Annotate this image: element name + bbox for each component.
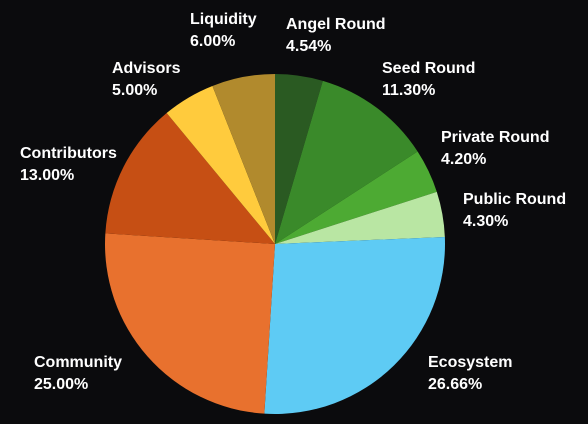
pie-slice-advisors	[166, 85, 275, 244]
slice-label-community: Community 25.00%	[34, 352, 122, 396]
slice-label-private-round: Private Round 4.20%	[441, 127, 549, 171]
pie-slice-private-round	[275, 151, 437, 244]
pie-slice-seed-round	[275, 80, 418, 245]
slice-name: Contributors	[20, 145, 117, 162]
slice-label-seed-round: Seed Round 11.30%	[382, 58, 475, 102]
slice-label-liquidity: Liquidity 6.00%	[190, 9, 257, 53]
slice-value: 13.00%	[20, 167, 75, 184]
slice-label-contributors: Contributors 13.00%	[20, 143, 117, 187]
slice-name: Community	[34, 354, 122, 371]
pie-slice-ecosystem	[264, 236, 445, 414]
slice-name: Ecosystem	[428, 354, 513, 371]
pie-slice-contributors	[105, 113, 275, 244]
slice-value: 11.30%	[382, 82, 436, 99]
slice-value: 4.30%	[463, 213, 509, 230]
slice-name: Liquidity	[190, 11, 257, 28]
slice-name: Angel Round	[286, 16, 386, 33]
slice-label-public-round: Public Round 4.30%	[463, 189, 566, 233]
slice-value: 4.54%	[286, 38, 332, 55]
slice-name: Advisors	[112, 60, 181, 77]
slice-value: 4.20%	[441, 151, 487, 168]
slice-label-angel-round: Angel Round 4.54%	[286, 14, 386, 58]
pie-slice-liquidity	[212, 74, 275, 244]
pie-slice-public-round	[275, 191, 445, 244]
slice-name: Private Round	[441, 129, 550, 146]
pie-slice-community	[105, 233, 276, 414]
slice-name: Public Round	[463, 191, 567, 208]
slice-value: 6.00%	[190, 33, 236, 50]
slice-label-advisors: Advisors 5.00%	[112, 58, 180, 102]
slice-value: 5.00%	[112, 82, 158, 99]
slice-label-ecosystem: Ecosystem 26.66%	[428, 352, 513, 396]
pie-slice-angel-round	[275, 74, 323, 244]
slice-value: 25.00%	[34, 376, 89, 393]
slice-name: Seed Round	[382, 60, 476, 77]
slice-value: 26.66%	[428, 376, 483, 393]
